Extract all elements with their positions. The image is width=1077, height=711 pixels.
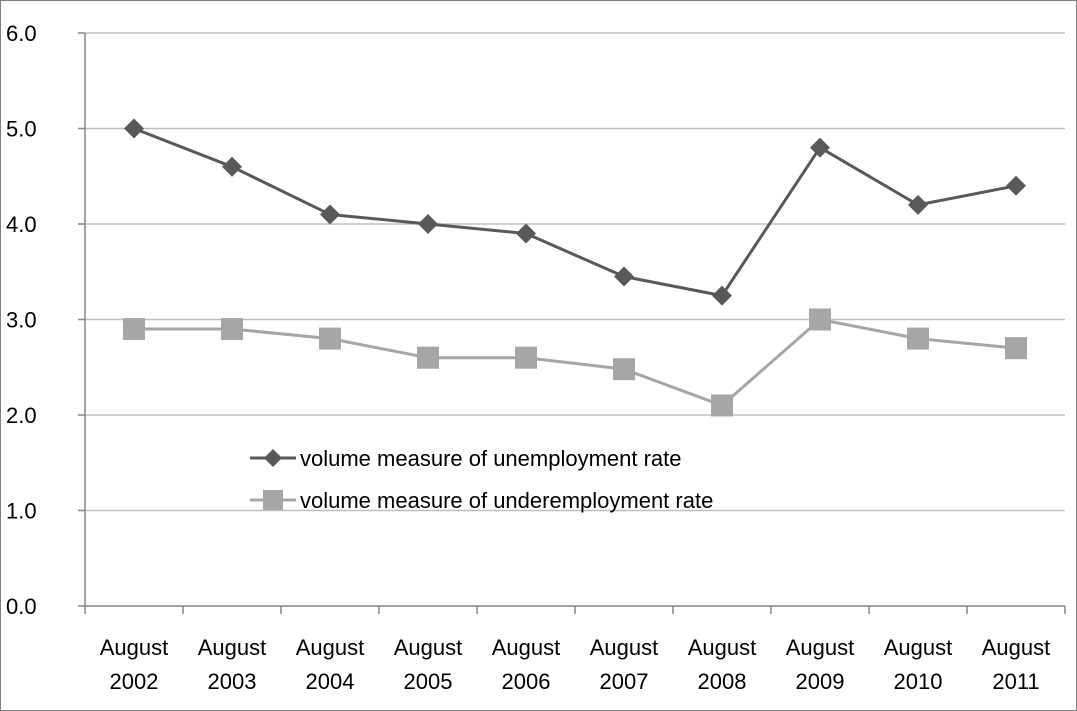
x-tick-label: 2009 bbox=[796, 669, 845, 694]
data-point-underemployment bbox=[417, 346, 439, 369]
y-tick-label: 5.0 bbox=[6, 117, 37, 142]
x-axis-ticks: August 2002 August 2003 August 2004 August 2005… bbox=[100, 635, 1051, 694]
gridlines bbox=[85, 32, 1065, 512]
x-tick-label: August bbox=[198, 635, 267, 660]
data-point-underemployment bbox=[1005, 337, 1027, 360]
axes bbox=[78, 32, 1066, 614]
x-tick-label: August bbox=[296, 635, 365, 660]
data-point-underemployment bbox=[319, 327, 341, 350]
series-line-underemployment bbox=[134, 318, 1017, 407]
legend-label-underemployment: volume measure of underemployment rate bbox=[300, 488, 713, 513]
data-point-unemployment bbox=[614, 266, 634, 287]
y-tick-label: 1.0 bbox=[6, 499, 37, 524]
data-point-underemployment bbox=[221, 318, 243, 341]
data-point-unemployment bbox=[320, 204, 340, 225]
y-tick-label: 0.0 bbox=[6, 594, 37, 619]
x-tick-label: 2008 bbox=[698, 669, 747, 694]
x-tick-label: 2002 bbox=[110, 669, 159, 694]
x-tick-label: 2010 bbox=[894, 669, 943, 694]
x-tick-label: 2007 bbox=[600, 669, 649, 694]
y-tick-label: 6.0 bbox=[6, 21, 37, 46]
data-point-underemployment bbox=[907, 327, 929, 350]
x-tick-label: August bbox=[688, 635, 757, 660]
x-tick-label: August bbox=[982, 635, 1051, 660]
data-point-underemployment bbox=[613, 358, 635, 381]
series-line-unemployment bbox=[133, 127, 1017, 298]
legend-entry-unemployment: volume measure of unemployment rate bbox=[250, 446, 682, 471]
x-tick-label: August bbox=[786, 635, 855, 660]
data-point-unemployment bbox=[418, 214, 438, 234]
legend-entry-underemployment: volume measure of underemployment rate bbox=[250, 488, 713, 513]
data-point-unemployment bbox=[908, 194, 928, 215]
data-point-unemployment bbox=[810, 137, 830, 158]
x-tick-label: 2005 bbox=[404, 669, 453, 694]
x-tick-label: 2003 bbox=[208, 669, 257, 694]
data-point-underemployment bbox=[711, 394, 733, 417]
data-point-unemployment bbox=[1006, 175, 1026, 196]
data-point-underemployment bbox=[123, 318, 145, 341]
legend-label-unemployment: volume measure of unemployment rate bbox=[300, 446, 682, 471]
legend-marker-diamond bbox=[264, 449, 282, 467]
data-point-underemployment bbox=[809, 308, 831, 331]
data-point-unemployment bbox=[124, 118, 144, 139]
legend-marker-square bbox=[263, 490, 283, 510]
x-tick-label: 2006 bbox=[502, 669, 551, 694]
x-tick-label: August bbox=[394, 635, 463, 660]
legend: volume measure of unemployment rate volu… bbox=[250, 446, 713, 513]
data-point-unemployment bbox=[516, 223, 536, 244]
data-point-unemployment bbox=[222, 156, 242, 177]
series-group bbox=[123, 118, 1027, 417]
x-tick-label: August bbox=[884, 635, 953, 660]
y-tick-label: 3.0 bbox=[6, 308, 37, 333]
y-tick-label: 4.0 bbox=[6, 212, 37, 237]
data-point-underemployment bbox=[515, 346, 537, 369]
x-tick-label: August bbox=[590, 635, 659, 660]
x-tick-label: 2011 bbox=[992, 669, 1039, 694]
y-axis-ticks: 0.0 1.0 2.0 3.0 4.0 5.0 6.0 bbox=[6, 21, 37, 619]
x-tick-label: August bbox=[492, 635, 561, 660]
data-point-unemployment bbox=[712, 285, 732, 306]
x-tick-label: August bbox=[100, 635, 169, 660]
x-tick-label: 2004 bbox=[306, 669, 355, 694]
y-tick-label: 2.0 bbox=[6, 403, 37, 428]
